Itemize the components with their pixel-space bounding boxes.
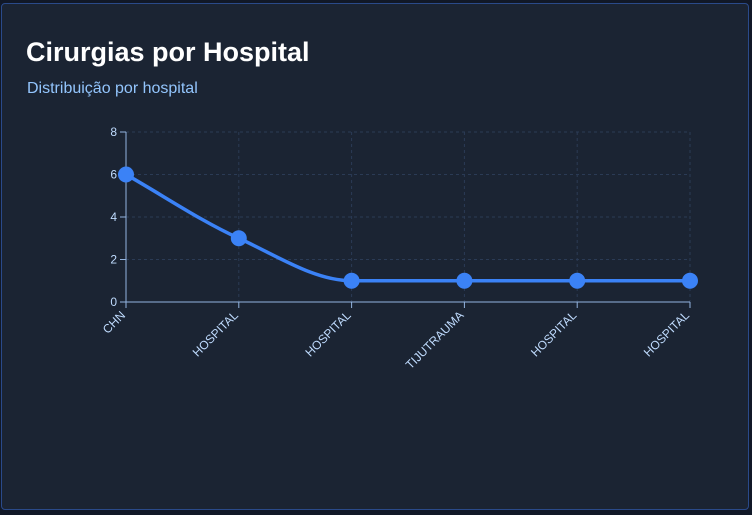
y-tick-label: 2 <box>110 253 117 267</box>
data-point <box>230 230 247 247</box>
data-point <box>456 272 473 289</box>
data-point <box>343 272 360 289</box>
grid <box>126 131 691 302</box>
x-tick-label: TIJUTRAUMA <box>403 308 467 372</box>
y-tick-label: 6 <box>110 168 117 182</box>
chart-subtitle: Distribuição por hospital <box>27 80 198 97</box>
series-line <box>124 172 692 283</box>
x-tick-label: HOSPITAL <box>528 308 579 359</box>
y-tick-label: 4 <box>110 210 117 224</box>
chart-title: Cirurgias por Hospital <box>26 37 310 67</box>
data-point <box>118 166 134 183</box>
y-tick-label: 0 <box>110 295 117 309</box>
x-tick-label: HOSPITAL <box>302 308 353 359</box>
data-point <box>682 272 698 289</box>
x-tick-label: HOSPITAL <box>190 308 241 359</box>
y-tick-label: 8 <box>110 125 117 139</box>
series-layer <box>118 166 698 289</box>
data-point <box>569 272 586 289</box>
x-tick-label: CHN <box>100 308 128 336</box>
x-tick-label: HOSPITAL <box>641 308 692 359</box>
axes: 0 2 4 6 8 CHN HOSPITAL HOSPITAL TIJUTRAUMA HOSPIT… <box>100 125 693 372</box>
